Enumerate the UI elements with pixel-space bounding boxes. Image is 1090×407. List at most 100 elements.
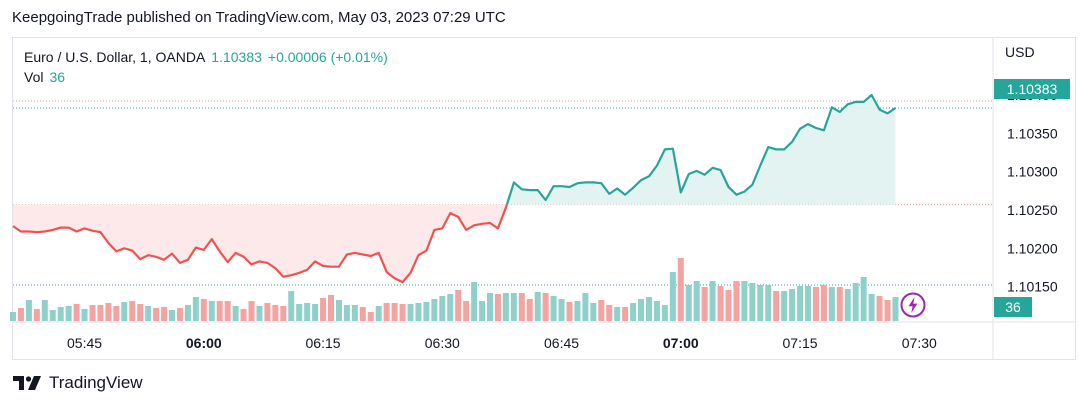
x-tick-label: 06:15 bbox=[306, 335, 341, 351]
volume-bar bbox=[725, 290, 732, 321]
x-tick-label: 05:45 bbox=[67, 335, 102, 351]
x-tick-label: 06:00 bbox=[186, 335, 222, 351]
volume-bar bbox=[73, 304, 80, 321]
volume-bar bbox=[200, 299, 207, 321]
y-tick-label: 1.10150 bbox=[1007, 279, 1058, 295]
volume-bar bbox=[812, 287, 819, 321]
published-info: KeepgoingTrade published on TradingView.… bbox=[12, 9, 506, 26]
volume-bar bbox=[439, 296, 446, 321]
volume-bar bbox=[208, 301, 215, 321]
volume-bar bbox=[312, 304, 319, 321]
volume-bar bbox=[526, 299, 533, 321]
volume-bar bbox=[494, 294, 501, 321]
volume-bar bbox=[884, 300, 891, 321]
volume-bar bbox=[502, 293, 509, 321]
volume-bar bbox=[487, 293, 493, 321]
volume-bar bbox=[328, 295, 334, 321]
volume-bar bbox=[81, 309, 88, 321]
time-axis: 05:45 06:00 06:15 06:30 06:45 07:00 07:15 07:30 bbox=[67, 335, 937, 351]
volume-bar bbox=[789, 289, 796, 321]
volume-bar bbox=[57, 307, 64, 321]
tradingview-logo-icon bbox=[13, 376, 41, 390]
volume-bar bbox=[121, 302, 128, 321]
volume-bar bbox=[717, 286, 724, 321]
legend-change: +0.00006 (+0.01%) bbox=[267, 49, 388, 65]
price-line bbox=[12, 93, 897, 284]
volume-bar bbox=[41, 300, 48, 321]
volume-bar bbox=[797, 286, 804, 321]
price-area bbox=[13, 95, 896, 283]
tradingview-brand[interactable]: TradingView bbox=[13, 373, 143, 393]
volume-bar bbox=[375, 306, 382, 321]
price-grid bbox=[13, 38, 1075, 359]
volume-bar bbox=[518, 293, 525, 321]
volume-bar bbox=[105, 303, 112, 321]
volume-value: 36 bbox=[49, 69, 66, 85]
volume-bar bbox=[661, 305, 668, 321]
volume-bar bbox=[97, 305, 104, 321]
last-price-label: 1.10383 bbox=[994, 79, 1070, 99]
volume-bar bbox=[646, 297, 652, 321]
x-tick-label: 06:30 bbox=[425, 335, 460, 351]
volume-bar bbox=[383, 303, 390, 321]
volume-bar bbox=[455, 290, 462, 321]
brand-name: TradingView bbox=[49, 373, 143, 392]
volume-bar bbox=[17, 308, 24, 321]
volume-bar bbox=[653, 301, 660, 321]
chart-legend: Euro / U.S. Dollar, 1, OANDA 1.10383 +0.… bbox=[24, 47, 388, 87]
symbol-description[interactable]: Euro / U.S. Dollar, 1, OANDA bbox=[24, 49, 206, 65]
volume-bar bbox=[296, 304, 303, 321]
volume-bar bbox=[240, 309, 247, 321]
volume-bar bbox=[582, 293, 589, 321]
volume-bar bbox=[137, 304, 144, 321]
volume-bar bbox=[638, 299, 645, 321]
legend-price: 1.10383 bbox=[211, 49, 262, 65]
volume-bar bbox=[542, 293, 549, 321]
volume-bar bbox=[359, 307, 366, 321]
volume-bar bbox=[176, 308, 183, 321]
volume-bar bbox=[10, 312, 16, 321]
volume-bar bbox=[773, 291, 780, 321]
price-area-above bbox=[506, 95, 896, 205]
volume-bar bbox=[693, 281, 700, 321]
volume-bar bbox=[216, 301, 223, 321]
volume-bar bbox=[288, 291, 295, 321]
volume-bar bbox=[248, 301, 255, 321]
currency-label[interactable]: USD bbox=[1005, 44, 1035, 60]
chart-pane[interactable] bbox=[12, 37, 1076, 360]
volume-label[interactable]: Vol bbox=[24, 69, 44, 85]
volume-bar bbox=[423, 302, 430, 321]
volume-bar bbox=[272, 305, 279, 321]
volume-bar bbox=[479, 301, 486, 321]
volume-bar bbox=[145, 306, 152, 321]
volume-bar bbox=[129, 301, 136, 321]
volume-bar bbox=[304, 303, 311, 321]
volume-bar bbox=[598, 300, 605, 321]
volume-bar bbox=[836, 287, 843, 321]
volume-bar bbox=[320, 298, 327, 321]
volume-bar bbox=[113, 306, 120, 321]
volume-bar bbox=[876, 296, 883, 321]
volume-bar bbox=[471, 282, 478, 321]
price-line-down bbox=[12, 204, 508, 284]
volume-bar bbox=[892, 297, 899, 321]
volume-bar bbox=[510, 293, 517, 321]
volume-bar bbox=[161, 307, 168, 321]
volume-bar bbox=[367, 312, 374, 321]
volume-bar bbox=[343, 305, 350, 321]
volume-bar bbox=[566, 302, 573, 321]
volume-bar bbox=[828, 287, 835, 321]
volume-bar bbox=[741, 281, 748, 321]
lightning-icon[interactable] bbox=[900, 292, 926, 318]
volume-bar bbox=[256, 306, 263, 321]
volume-bar bbox=[805, 286, 811, 321]
volume-bar bbox=[757, 285, 764, 321]
volume-bar bbox=[781, 291, 788, 321]
volume-bar bbox=[224, 301, 231, 321]
volume-bar bbox=[415, 303, 422, 321]
price-line-up bbox=[505, 93, 897, 205]
volume-bar bbox=[749, 283, 756, 321]
volume-bar bbox=[447, 294, 454, 321]
price-axis: 1.101501.102001.102501.103001.103501.104… bbox=[1007, 87, 1058, 295]
